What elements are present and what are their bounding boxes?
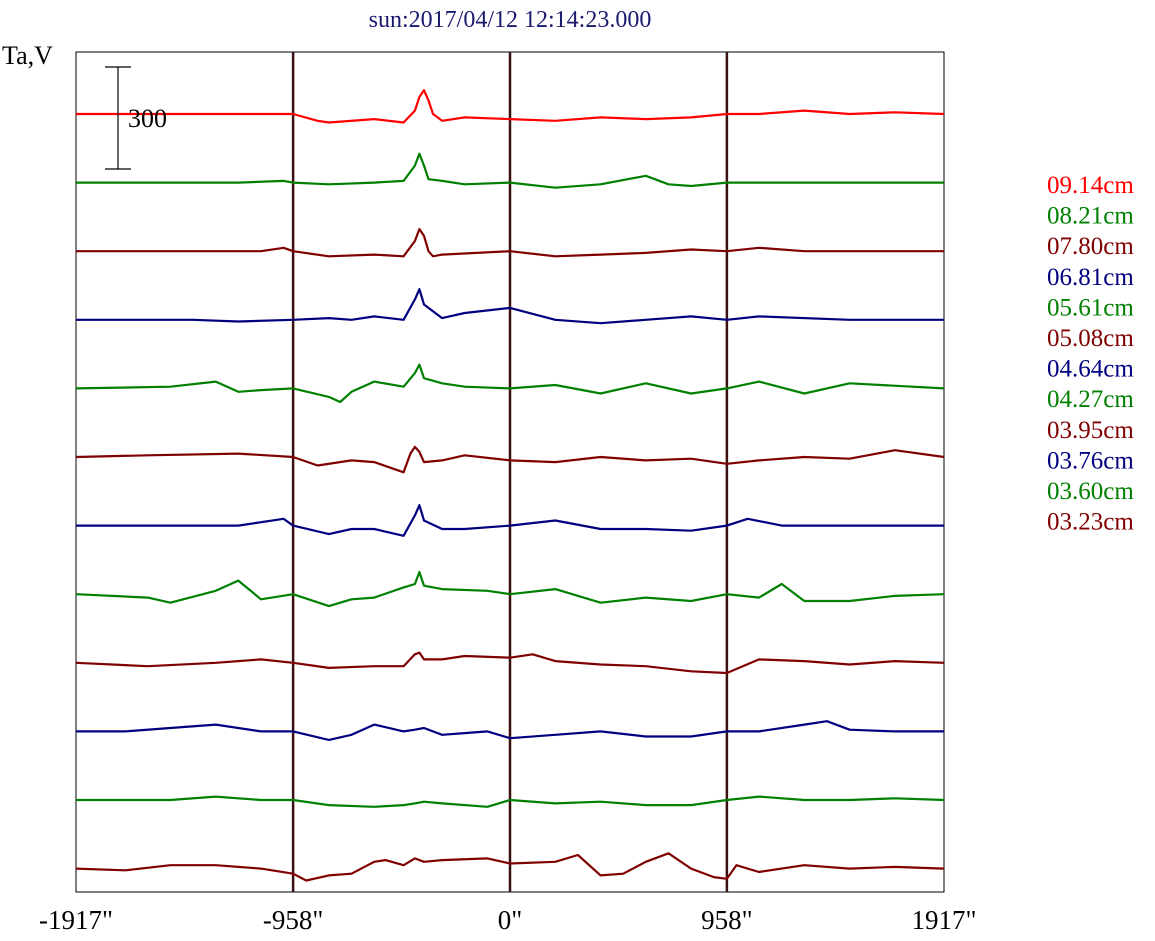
y-axis-label: Ta,V xyxy=(2,41,53,70)
x-tick-label-1: -958" xyxy=(263,905,324,935)
x-tick-label-0: -1917" xyxy=(39,905,113,935)
legend-entry-03.23cm: 03.23cm xyxy=(1047,509,1134,536)
legend-entry-08.21cm: 08.21cm xyxy=(1047,203,1134,230)
series-line-09.14cm xyxy=(76,89,945,124)
series-traces xyxy=(75,89,945,882)
scale-bar: 300 xyxy=(105,66,167,170)
legend-entry-05.61cm: 05.61cm xyxy=(1047,294,1134,321)
series-line-03.60cm xyxy=(76,795,945,808)
x-tick-label-3: 958" xyxy=(701,905,753,935)
legend-entry-03.95cm: 03.95cm xyxy=(1047,417,1134,444)
series-line-03.23cm xyxy=(75,852,945,882)
series-line-03.76cm xyxy=(76,720,944,742)
series-line-04.64cm xyxy=(76,504,944,537)
series-line-05.61cm xyxy=(75,363,945,404)
legend-entry-09.14cm: 09.14cm xyxy=(1047,172,1134,199)
legend-entry-05.08cm: 05.08cm xyxy=(1047,325,1134,352)
limb-markers xyxy=(291,52,729,892)
series-line-06.81cm xyxy=(76,288,944,325)
legend-entry-06.81cm: 06.81cm xyxy=(1047,264,1134,291)
legend-entry-07.80cm: 07.80cm xyxy=(1047,233,1134,260)
series-line-04.27cm xyxy=(75,570,945,608)
x-tick-label-4: 1917" xyxy=(911,905,976,935)
legend-entry-03.60cm: 03.60cm xyxy=(1047,478,1134,505)
series-line-07.80cm xyxy=(76,228,944,258)
series-line-08.21cm xyxy=(76,152,944,189)
series-line-05.08cm xyxy=(75,445,945,474)
x-tick-label-2: 0" xyxy=(498,905,523,935)
series-line-03.95cm xyxy=(75,651,945,675)
legend-entry-03.76cm: 03.76cm xyxy=(1047,447,1134,474)
chart-title: sun:2017/04/12 12:14:23.000 xyxy=(369,7,652,33)
legend: 09.14cm 08.21cm 07.80cm 06.81cm 05.61cm 05.08… xyxy=(1047,172,1134,536)
x-tick-labels: -1917" -958" 0" 958" 1917" xyxy=(39,905,977,935)
scale-bar-label: 300 xyxy=(128,104,167,133)
legend-entry-04.27cm: 04.27cm xyxy=(1047,386,1134,413)
legend-entry-04.64cm: 04.64cm xyxy=(1047,356,1134,383)
